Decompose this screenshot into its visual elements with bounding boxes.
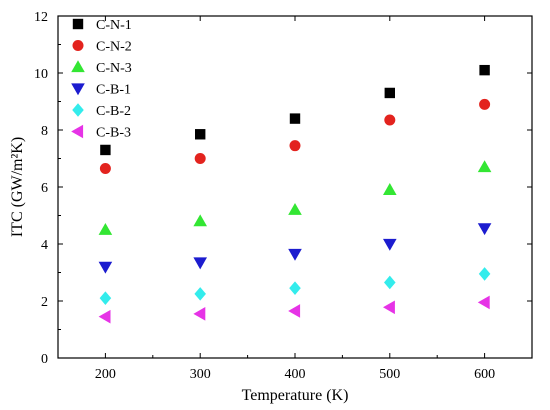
y-tick-label: 8 bbox=[41, 124, 48, 139]
x-tick-label: 400 bbox=[285, 367, 306, 382]
y-tick-label: 12 bbox=[34, 10, 48, 25]
y-tick-label: 0 bbox=[41, 352, 48, 367]
x-tick-label: 500 bbox=[379, 367, 400, 382]
y-tick-label: 6 bbox=[41, 181, 48, 196]
data-point bbox=[384, 275, 396, 290]
data-point bbox=[193, 307, 206, 321]
y-tick-label: 10 bbox=[34, 67, 48, 82]
series-c-n-1 bbox=[100, 64, 490, 156]
axis-ticks: 200 300 400 500 600 0 2 4 6 8 10 12 bbox=[34, 10, 532, 382]
data-point bbox=[478, 267, 491, 281]
legend-label: C-B-2 bbox=[96, 104, 131, 119]
data-point bbox=[383, 183, 397, 195]
data-point bbox=[289, 113, 301, 124]
data-point bbox=[288, 304, 301, 318]
legend: C-N-1 C-N-2 C-N-3 C-B-1 C-B-2 C-B-3 bbox=[71, 18, 132, 141]
data-point bbox=[195, 129, 206, 140]
y-tick-label: 2 bbox=[41, 295, 48, 310]
series-c-b-2 bbox=[99, 267, 491, 305]
legend-marker bbox=[72, 40, 84, 51]
data-point bbox=[289, 140, 301, 152]
series-c-n-3 bbox=[98, 160, 492, 235]
data-points bbox=[98, 64, 492, 324]
data-point bbox=[98, 222, 113, 235]
data-point bbox=[99, 291, 112, 305]
data-point bbox=[194, 153, 206, 164]
data-point bbox=[98, 309, 111, 324]
data-point bbox=[98, 261, 113, 274]
data-point bbox=[477, 223, 492, 236]
data-point bbox=[289, 281, 301, 295]
data-point bbox=[477, 160, 492, 173]
data-point bbox=[383, 238, 397, 251]
legend-label: C-N-3 bbox=[96, 61, 132, 76]
series-c-b-3 bbox=[98, 295, 490, 324]
legend-marker bbox=[71, 60, 85, 73]
data-point bbox=[99, 162, 111, 174]
y-tick-label: 4 bbox=[41, 238, 48, 253]
x-axis-title: Temperature (K) bbox=[242, 387, 349, 404]
data-point bbox=[193, 214, 207, 227]
legend-label: C-B-3 bbox=[96, 126, 131, 141]
data-point bbox=[479, 64, 490, 76]
data-point bbox=[479, 98, 491, 110]
legend-marker bbox=[71, 124, 84, 139]
data-point bbox=[288, 248, 302, 261]
legend-label: C-N-2 bbox=[96, 40, 132, 55]
data-point bbox=[100, 144, 111, 156]
y-axis-title: ITC (GW/m²K) bbox=[9, 137, 26, 237]
data-point bbox=[384, 87, 395, 99]
series-c-b-1 bbox=[98, 223, 492, 274]
data-point bbox=[193, 257, 207, 270]
data-point bbox=[194, 287, 206, 301]
x-tick-label: 300 bbox=[190, 367, 211, 382]
data-point bbox=[477, 295, 490, 310]
series-c-n-2 bbox=[99, 98, 491, 174]
legend-marker bbox=[72, 103, 84, 117]
data-point bbox=[383, 300, 395, 315]
legend-marker bbox=[72, 18, 84, 30]
x-tick-label: 200 bbox=[95, 367, 116, 382]
x-tick-label: 600 bbox=[474, 367, 495, 382]
legend-label: C-N-1 bbox=[96, 18, 132, 33]
legend-label: C-B-1 bbox=[96, 83, 131, 98]
data-point bbox=[288, 203, 302, 215]
data-point bbox=[384, 114, 396, 126]
legend-marker bbox=[71, 83, 85, 96]
